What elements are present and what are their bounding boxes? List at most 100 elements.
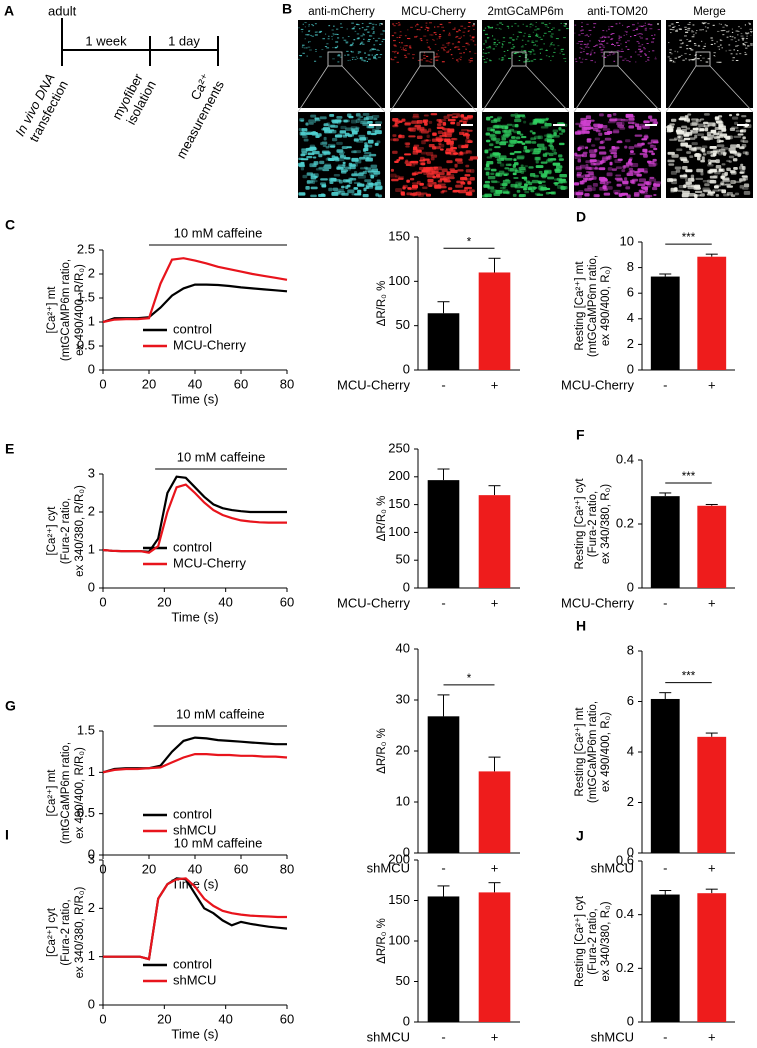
speckle <box>713 136 721 139</box>
speckle <box>736 44 740 46</box>
speckle <box>749 31 753 33</box>
speckle <box>354 30 357 32</box>
speckle <box>302 174 308 179</box>
speckle <box>701 147 706 152</box>
speckle <box>742 136 746 140</box>
speckle <box>673 137 680 140</box>
speckle <box>527 40 530 42</box>
speckle <box>511 136 516 139</box>
speckle <box>468 189 475 193</box>
speckle <box>420 26 423 28</box>
speckle <box>456 35 459 37</box>
legend-label: control <box>173 806 212 821</box>
speckle <box>531 179 539 184</box>
speckle <box>669 178 677 182</box>
speckle <box>644 29 647 31</box>
speckle <box>689 137 696 140</box>
speckle <box>523 32 526 34</box>
speckle <box>320 178 328 181</box>
speckle <box>405 145 410 148</box>
speckle <box>336 45 339 47</box>
speckle <box>442 44 445 46</box>
speckle <box>718 125 726 130</box>
speckle <box>490 168 497 172</box>
speckle <box>501 43 504 45</box>
speckle <box>630 150 634 154</box>
speckle <box>512 44 514 46</box>
speckle <box>728 160 732 163</box>
speckle <box>427 30 429 32</box>
speckle <box>566 28 569 30</box>
speckle <box>528 34 531 36</box>
speckle <box>398 134 405 139</box>
speckle <box>543 134 552 137</box>
speckle <box>468 22 471 24</box>
speckle <box>745 151 749 156</box>
speckle <box>490 27 494 29</box>
speckle <box>487 175 496 180</box>
speckle <box>310 34 312 36</box>
speckle <box>635 123 640 127</box>
speckle <box>304 26 306 28</box>
speckle <box>674 57 678 59</box>
speckle <box>705 30 708 32</box>
speckle <box>361 59 364 61</box>
speckle <box>577 147 581 151</box>
speckle <box>432 132 437 136</box>
speckle <box>715 193 719 197</box>
speckle <box>539 48 541 50</box>
speckle <box>617 158 623 161</box>
speckle <box>405 142 410 146</box>
speckle <box>396 61 399 63</box>
speckle <box>691 36 695 38</box>
x-tick-label: 0 <box>99 594 106 609</box>
speckle <box>392 150 398 154</box>
speckle <box>538 170 543 174</box>
speckle <box>561 129 566 133</box>
speckle <box>371 28 375 30</box>
speckle <box>374 142 379 146</box>
speckle <box>410 193 417 196</box>
speckle <box>417 59 420 61</box>
speckle <box>623 34 625 36</box>
speckle <box>361 27 364 29</box>
y-tick-label: 2 <box>88 900 95 915</box>
speckle <box>426 173 435 178</box>
image-top <box>482 20 569 108</box>
y-axis-label: Resting [Ca²⁺] mt <box>574 261 586 351</box>
y-tick-label: 0.6 <box>616 852 634 867</box>
y-axis-label: (mtGCaMP6m ratio, <box>587 701 599 803</box>
speckle <box>693 58 696 60</box>
speckle <box>466 135 470 140</box>
speckle <box>466 129 473 132</box>
speckle <box>394 120 400 124</box>
speckle <box>484 149 489 154</box>
speckle <box>613 128 620 133</box>
speckle <box>430 157 435 161</box>
speckle <box>395 188 402 192</box>
speckle <box>423 57 426 59</box>
speckle <box>454 47 456 49</box>
speckle <box>437 180 443 183</box>
speckle <box>334 134 343 138</box>
speckle <box>589 153 597 158</box>
speckle <box>440 47 443 49</box>
speckle <box>471 36 475 38</box>
speckle <box>633 194 640 197</box>
speckle <box>677 189 684 192</box>
speckle <box>518 55 521 57</box>
speckle <box>580 32 584 34</box>
speckle <box>335 41 339 43</box>
speckle <box>695 152 700 157</box>
speckle <box>518 166 526 171</box>
speckle <box>399 36 401 38</box>
speckle <box>715 120 723 124</box>
speckle <box>679 39 683 41</box>
speckle <box>550 36 554 38</box>
speckle <box>546 49 548 51</box>
speckle <box>500 59 504 61</box>
speckle <box>707 122 716 127</box>
speckle <box>399 34 403 36</box>
speckle <box>699 29 703 31</box>
speckle <box>716 41 718 43</box>
